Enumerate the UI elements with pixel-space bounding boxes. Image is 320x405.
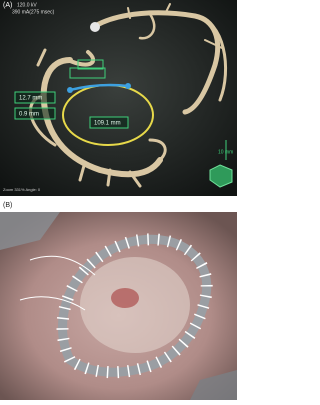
measurement: 12.7 mm bbox=[19, 96, 42, 102]
catheter-tip bbox=[90, 22, 100, 32]
measure-point bbox=[67, 87, 73, 93]
label-box bbox=[14, 107, 56, 120]
measurement: 109.1 mm bbox=[94, 121, 121, 127]
scan-info: 120.0 kV bbox=[17, 2, 37, 8]
label-box bbox=[69, 67, 106, 79]
suture-threads bbox=[19, 255, 96, 311]
figure: (A) 120.0 kV 390 mA(275 msec) 12.7 mm 0.… bbox=[0, 0, 237, 400]
retractor bbox=[0, 212, 60, 250]
label-box bbox=[77, 59, 104, 70]
valve-leaflets bbox=[80, 257, 190, 353]
measure-line bbox=[69, 83, 129, 92]
label-box bbox=[89, 116, 129, 129]
scan-info: 390 mA(275 msec) bbox=[12, 9, 55, 15]
measurement: 0.9 mm bbox=[19, 112, 39, 118]
scale-label: 10 mm bbox=[218, 149, 233, 155]
zoom-info: Zoom 331% Angle: 0 bbox=[3, 187, 41, 192]
measure-point bbox=[125, 83, 131, 89]
retractor bbox=[190, 370, 237, 400]
tissue bbox=[111, 288, 139, 308]
vessels bbox=[29, 3, 227, 188]
label-box bbox=[14, 91, 56, 104]
orientation-cube bbox=[209, 164, 233, 188]
annuloplasty-ring bbox=[58, 234, 212, 377]
panel-b: (B) bbox=[0, 202, 237, 400]
panel-label: (A) bbox=[3, 2, 12, 9]
panel-label: (B) bbox=[3, 202, 12, 209]
panel-a: (A) 120.0 kV 390 mA(275 msec) 12.7 mm 0.… bbox=[0, 0, 237, 196]
